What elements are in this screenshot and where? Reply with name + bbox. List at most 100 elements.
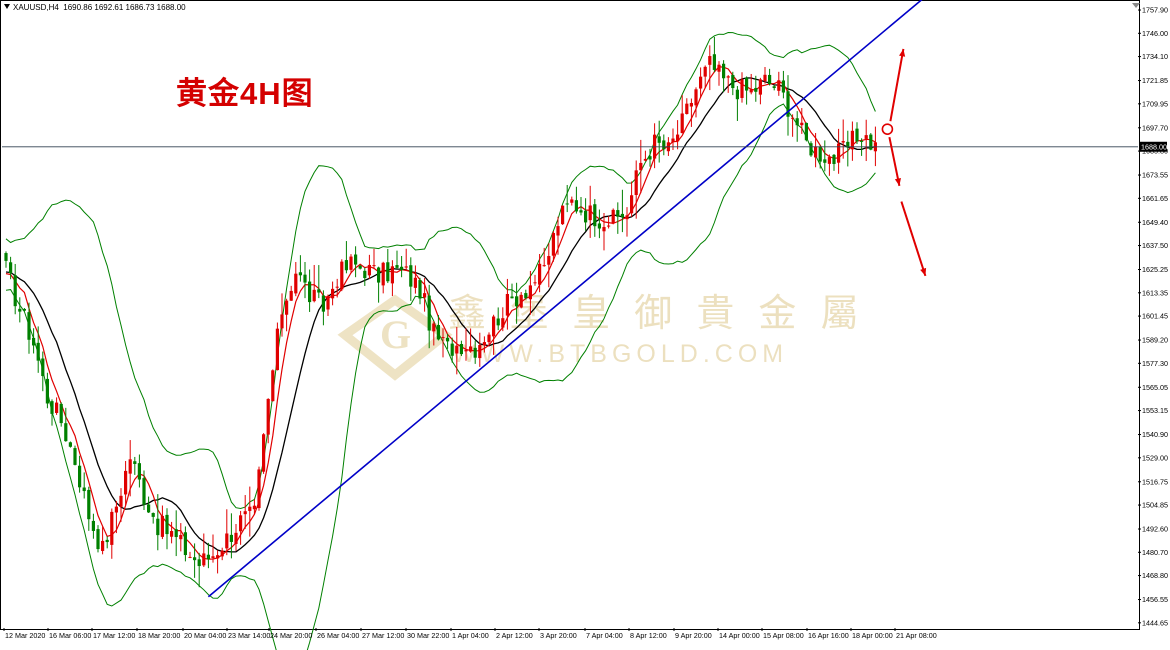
- candle-body: [248, 506, 252, 511]
- candle-body: [312, 289, 316, 302]
- candle-body: [487, 334, 491, 343]
- candle-body: [726, 76, 730, 78]
- candle: [740, 72, 744, 103]
- watermark-logo-letter: G: [380, 312, 411, 357]
- candle-body: [211, 556, 215, 558]
- candle: [423, 278, 427, 312]
- candle: [588, 185, 592, 238]
- candle: [340, 259, 344, 292]
- candle-body: [216, 555, 220, 559]
- candle: [110, 508, 114, 559]
- candle-body: [639, 162, 643, 171]
- candle-body: [193, 557, 197, 561]
- time-axis[interactable]: 12 Mar 2020 16 Mar 06:00 17 Mar 12:00 18 Ma…: [3, 628, 937, 640]
- candle: [68, 441, 72, 448]
- candle-body: [689, 102, 693, 107]
- candle: [160, 505, 164, 540]
- time-tick-label: 16 Apr 16:00: [808, 631, 849, 640]
- candle: [630, 181, 634, 217]
- candle: [179, 523, 183, 552]
- arrow-projection-icon: [900, 201, 927, 277]
- price-axis[interactable]: 1757.90 1746.00 1734.10 1721.85 1709.95 1697.…: [1132, 3, 1168, 627]
- current-price-box: [1139, 141, 1167, 152]
- candle: [289, 285, 293, 301]
- candle: [4, 251, 8, 268]
- candle-body: [160, 515, 164, 537]
- candle-body: [234, 532, 238, 544]
- candle-body: [823, 159, 827, 163]
- candle: [703, 65, 707, 88]
- candle: [266, 398, 270, 444]
- candle: [257, 466, 261, 511]
- candle-body: [349, 256, 353, 270]
- candle: [9, 256, 13, 280]
- candle-body: [593, 204, 597, 227]
- price-tick-label: 1540.90: [1142, 430, 1168, 439]
- candle-body: [243, 511, 247, 515]
- candle: [602, 213, 606, 251]
- candle-body: [597, 223, 601, 229]
- candle-body: [147, 504, 151, 513]
- candle-body: [225, 533, 229, 549]
- candle-body: [55, 402, 59, 413]
- candle: [446, 333, 450, 349]
- candle-body: [137, 463, 141, 480]
- price-tick-label: 1468.80: [1142, 571, 1168, 580]
- candle-body: [340, 261, 344, 290]
- candle-body: [528, 285, 532, 300]
- candle: [275, 322, 279, 371]
- price-tick-label: 1456.55: [1142, 595, 1168, 604]
- arrow-down-icon: [888, 136, 901, 187]
- candle: [151, 512, 155, 524]
- candle-body: [27, 312, 31, 340]
- candle: [487, 332, 491, 346]
- candle-body: [280, 314, 284, 329]
- candle-body: [363, 270, 367, 279]
- candle: [758, 77, 762, 105]
- candle: [827, 154, 831, 176]
- candle-body: [602, 227, 606, 232]
- candle-body: [381, 262, 385, 286]
- candle: [676, 120, 680, 150]
- candle-body: [680, 113, 684, 134]
- trendline[interactable]: [2, 0, 1138, 598]
- candle-body: [542, 265, 546, 267]
- candle: [712, 36, 716, 73]
- candle-body: [556, 226, 560, 236]
- candle-body: [496, 318, 500, 326]
- candle: [570, 196, 574, 206]
- candle: [234, 523, 238, 551]
- candle: [620, 189, 624, 233]
- candle-body: [588, 205, 592, 221]
- candle: [367, 254, 371, 279]
- candle-body: [777, 80, 781, 91]
- candle: [239, 510, 243, 545]
- candle: [749, 73, 753, 95]
- candle-body: [505, 293, 509, 316]
- candle-body: [745, 77, 749, 91]
- candle-body: [271, 370, 275, 402]
- candle-body: [354, 254, 358, 265]
- candle: [597, 209, 601, 239]
- candle: [823, 140, 827, 172]
- uptrend-line[interactable]: [207, 0, 926, 598]
- candle: [137, 454, 141, 488]
- candle: [188, 551, 192, 559]
- candle-body: [13, 275, 17, 307]
- candle-body: [110, 511, 114, 545]
- candle: [455, 326, 459, 375]
- candle-body: [478, 344, 482, 359]
- candle-body: [450, 343, 454, 356]
- candle: [413, 265, 417, 294]
- bollinger-bands: [5, 31, 876, 650]
- candle-body: [321, 295, 325, 312]
- candle: [611, 208, 615, 225]
- candle-body: [786, 91, 790, 117]
- candle: [377, 266, 381, 303]
- candle: [459, 340, 463, 357]
- candle: [41, 351, 45, 392]
- candle-body: [105, 539, 109, 543]
- candle: [280, 293, 284, 337]
